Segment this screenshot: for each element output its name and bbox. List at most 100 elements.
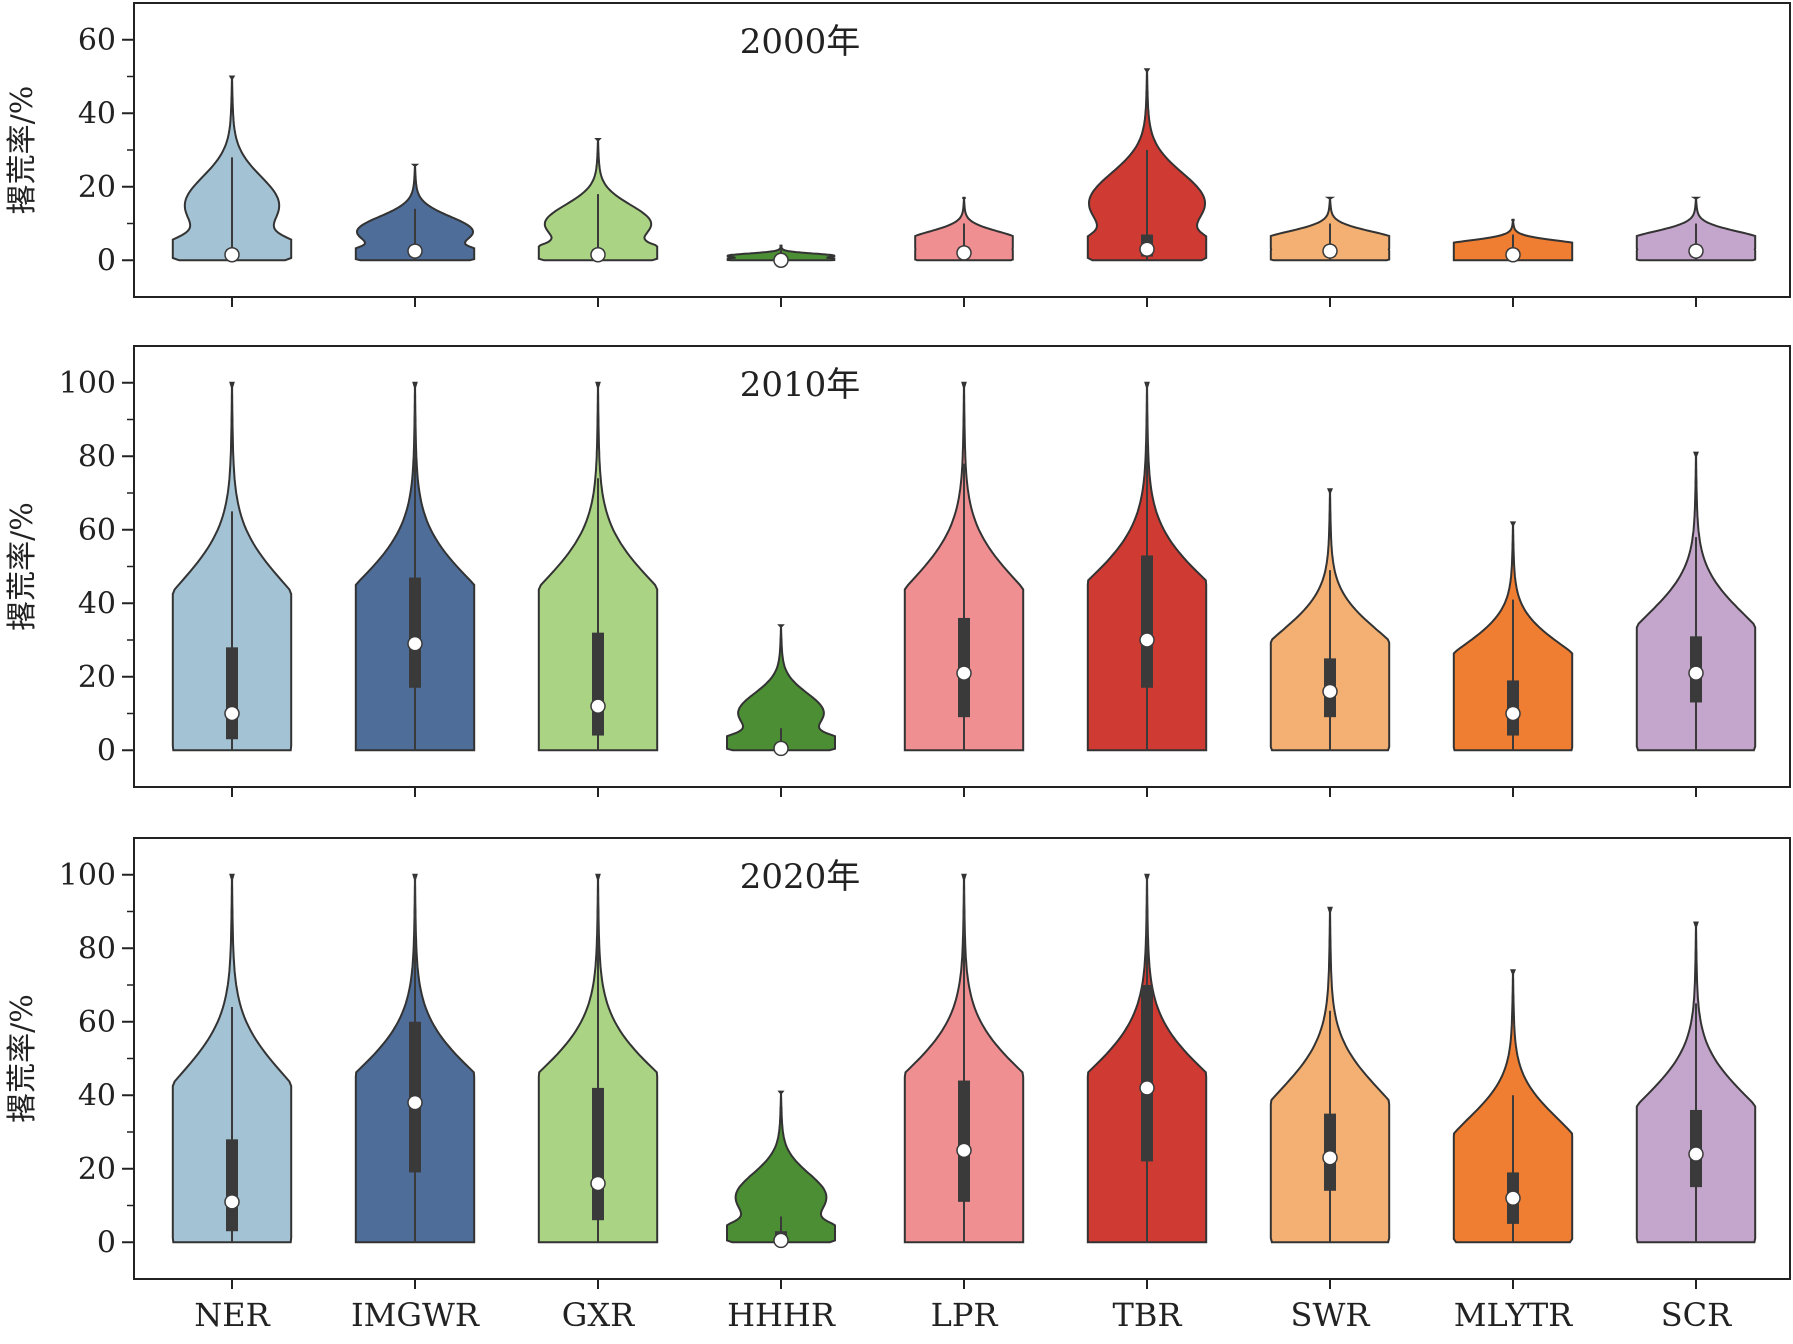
violin-median-dot: [1322, 243, 1338, 259]
violin-LPR: [903, 873, 1025, 1244]
panel-1: 0 20 40 60 撂荒率/% 2000年: [5, 2, 1791, 307]
y-tick-label: 40: [78, 96, 116, 131]
violin-MLYTR: [1452, 969, 1574, 1244]
violin-median-dot: [1505, 246, 1521, 263]
violin-median-dot: [1139, 632, 1155, 648]
violin-SCR: [1635, 196, 1757, 262]
violin-IMGWR: [354, 381, 476, 752]
violin-GXR: [537, 873, 659, 1244]
violin-median-dot: [224, 246, 240, 263]
violin-median-dot: [1505, 705, 1521, 722]
violin-LPR: [903, 381, 1025, 752]
panel-title: 2000年: [740, 22, 861, 62]
x-tick-label: SCR: [1661, 1296, 1732, 1334]
violin-TBR: [1086, 873, 1208, 1244]
violin-IMGWR: [354, 163, 476, 262]
violin-SWR: [1269, 488, 1391, 752]
violin-TBR: [1086, 381, 1208, 752]
x-tick-label: GXR: [562, 1296, 635, 1334]
y-tick-label: 60: [78, 1005, 116, 1040]
violin-iqr-box: [226, 647, 238, 740]
x-tick-label: TBR: [1113, 1296, 1183, 1334]
panel-title: 2020年: [740, 857, 861, 897]
violin-median-dot: [773, 252, 789, 268]
violin-SCR: [1635, 921, 1757, 1244]
violin-GXR: [537, 381, 659, 752]
violin-median-dot: [773, 740, 789, 757]
x-tick-label: NER: [194, 1296, 270, 1334]
panel-2: 0 20 40 60 80 100 撂荒率/% 2010年: [5, 345, 1791, 797]
panel-3: 0 20 40 60 80 100 撂荒率/% 2020年 NER IMGWR GXR HHHR LPR…: [5, 837, 1791, 1334]
violin-HHHR: [726, 624, 836, 757]
violin-body: [726, 1090, 836, 1244]
x-tick-label: MLYTR: [1454, 1296, 1573, 1334]
violin-iqr-box: [1141, 985, 1153, 1162]
violin-GXR: [537, 138, 659, 263]
violin-median-dot: [1688, 1146, 1704, 1162]
violin-iqr-box: [409, 577, 421, 688]
violin-median-dot: [1322, 683, 1338, 700]
y-tick-label: 80: [78, 439, 116, 474]
x-tick-label: LPR: [931, 1296, 999, 1334]
violin-median-dot: [224, 1194, 240, 1210]
violin-TBR: [1086, 68, 1208, 262]
violin-median-dot: [590, 1175, 606, 1192]
y-tick-label: 0: [97, 733, 116, 768]
violin-SCR: [1635, 451, 1757, 752]
violin-iqr-box: [592, 632, 604, 736]
violin-iqr-box: [958, 1080, 970, 1202]
violin-median-dot: [590, 246, 606, 263]
y-tick-label: 100: [59, 858, 116, 893]
y-tick-label: 20: [78, 170, 116, 205]
violin-median-dot: [1505, 1190, 1521, 1206]
y-tick-label: 60: [78, 23, 116, 58]
violin-median-dot: [407, 1094, 423, 1111]
y-tick-label: 0: [97, 1225, 116, 1260]
violin-median-dot: [956, 1142, 972, 1159]
panel-title: 2010年: [740, 365, 861, 405]
violin-MLYTR: [1452, 521, 1574, 752]
violin-SWR: [1269, 196, 1391, 262]
y-tick-label: 20: [78, 660, 116, 695]
violin-NER: [171, 75, 293, 263]
violin-median-dot: [590, 698, 606, 714]
violin-iqr-box: [226, 1139, 238, 1232]
y-tick-label: 40: [78, 586, 116, 621]
violin-median-dot: [407, 635, 423, 652]
violin-iqr-box: [1141, 555, 1153, 688]
violin-HHHR: [726, 1090, 836, 1249]
y-axis-label: 撂荒率/%: [5, 502, 40, 631]
violin-MLYTR: [1452, 218, 1574, 263]
x-tick-label: HHHR: [727, 1296, 836, 1334]
violin-iqr-box: [592, 1087, 604, 1221]
violin-body: [726, 624, 836, 752]
x-tick-label: SWR: [1291, 1296, 1371, 1334]
y-axis-label: 撂荒率/%: [5, 86, 40, 215]
violin-SWR: [1269, 906, 1391, 1244]
violin-median-dot: [407, 243, 423, 259]
violin-median-dot: [1688, 665, 1704, 681]
y-tick-label: 40: [78, 1078, 116, 1113]
violin-NER: [171, 381, 293, 752]
violin-LPR: [914, 196, 1014, 262]
violin-median-dot: [956, 245, 972, 261]
y-tick-label: 60: [78, 513, 116, 548]
y-axis-label: 撂荒率/%: [5, 994, 40, 1123]
violin-median-dot: [1139, 1080, 1155, 1096]
violin-median-dot: [224, 705, 240, 722]
violin-NER: [171, 873, 293, 1244]
violin-median-dot: [1139, 241, 1155, 257]
violin-IMGWR: [354, 873, 476, 1244]
violin-HHHR: [726, 244, 836, 268]
y-tick-label: 80: [78, 931, 116, 966]
x-tick-label: IMGWR: [351, 1296, 480, 1334]
y-tick-label: 20: [78, 1152, 116, 1187]
y-tick-label: 0: [97, 243, 116, 278]
violin-median-dot: [1688, 243, 1704, 259]
y-tick-label: 100: [59, 366, 116, 401]
violin-median-dot: [773, 1232, 789, 1249]
violin-median-dot: [956, 665, 972, 681]
violin-median-dot: [1322, 1149, 1338, 1166]
